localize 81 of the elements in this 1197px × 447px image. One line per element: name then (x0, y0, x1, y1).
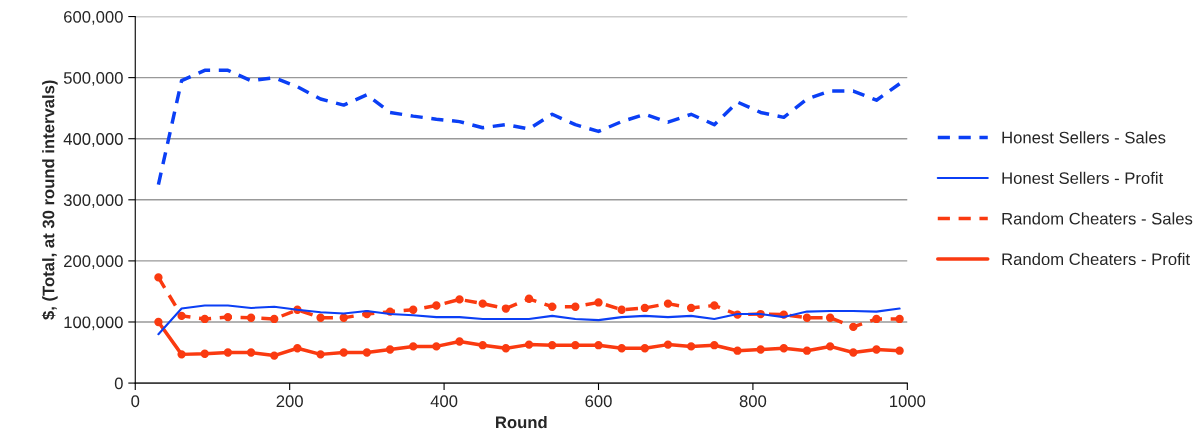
point (246, 313, 256, 322)
point (872, 314, 881, 324)
y-axis-title: $, (Total, at 30 round intervals) (41, 80, 58, 320)
y-tick-label: 0 (114, 377, 123, 390)
point (802, 313, 812, 322)
point (756, 345, 765, 354)
point (200, 349, 209, 358)
point (617, 344, 626, 353)
point (270, 351, 279, 360)
y-tick-label: 600,000 (64, 10, 123, 25)
point (339, 348, 348, 357)
point (779, 344, 788, 353)
point (223, 312, 233, 322)
point (501, 344, 511, 353)
point (177, 311, 186, 321)
x-tick-label: 600 (585, 395, 612, 408)
legend-label: Honest Sellers - Sales (1002, 131, 1166, 144)
legend-label: Honest Sellers - Profit (1002, 171, 1164, 185)
point (316, 350, 325, 359)
point (524, 294, 534, 303)
point (663, 340, 673, 349)
point (594, 341, 603, 350)
point (432, 301, 441, 310)
point (177, 350, 186, 359)
point (478, 341, 487, 350)
point (571, 341, 580, 350)
point (548, 341, 557, 350)
point (571, 302, 580, 311)
point (872, 345, 881, 354)
point (339, 313, 348, 322)
point (895, 346, 904, 355)
x-tick-label: 400 (430, 395, 458, 408)
point (223, 348, 233, 357)
point (316, 313, 325, 322)
y-tick-label: 400,000 (63, 133, 123, 147)
point (663, 299, 673, 308)
legend-label: Random Cheaters - Sales (1002, 212, 1193, 225)
point (686, 303, 696, 313)
point (154, 317, 163, 327)
legend-label: Random Cheaters - Profit (1002, 252, 1190, 266)
point (362, 348, 372, 357)
x-tick-label: 0 (131, 395, 140, 408)
point (686, 342, 696, 351)
point (825, 342, 835, 351)
point (733, 346, 742, 355)
point (246, 348, 256, 357)
x-tick-label: 200 (276, 395, 303, 408)
x-axis-title: Round (496, 415, 547, 429)
point (455, 295, 464, 304)
point (501, 304, 511, 313)
x-tick-label: 1000 (890, 395, 926, 408)
point (640, 303, 649, 313)
point (640, 344, 649, 353)
point (617, 305, 626, 314)
point (710, 301, 719, 310)
line-series (157, 304, 901, 336)
point (802, 346, 812, 355)
point (849, 348, 858, 357)
line-series (156, 68, 902, 187)
y-tick-label: 100,000 (64, 316, 123, 331)
point (293, 344, 302, 353)
y-tick-label: 200,000 (64, 255, 123, 270)
point (849, 322, 858, 332)
point (409, 305, 418, 314)
point (548, 302, 557, 311)
point (524, 340, 534, 349)
point (895, 314, 904, 324)
point (825, 313, 835, 322)
point (270, 314, 279, 324)
point (409, 342, 418, 351)
y-tick-label: 300,000 (63, 194, 123, 208)
x-tick-label: 800 (739, 395, 767, 408)
point (432, 342, 441, 351)
point (154, 273, 163, 282)
y-tick-label: 500,000 (63, 72, 123, 86)
point (200, 314, 209, 324)
point (710, 341, 719, 350)
point (478, 299, 487, 308)
point (455, 337, 464, 346)
point (385, 345, 395, 354)
point (594, 298, 603, 307)
